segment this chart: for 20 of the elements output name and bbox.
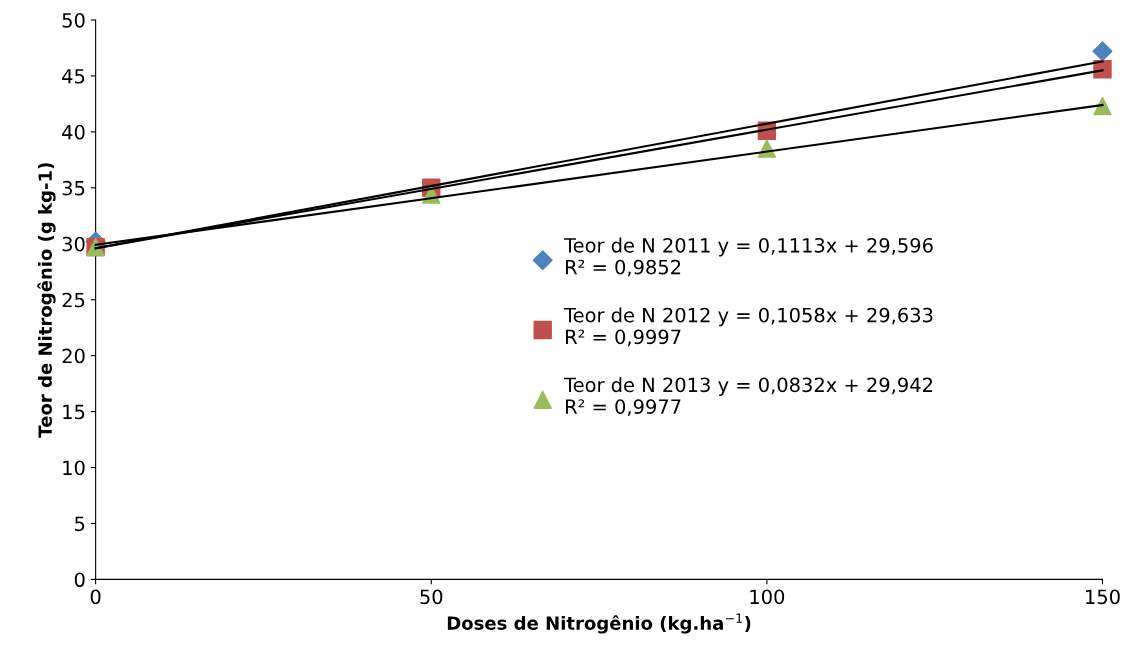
y-tick-label: 5 (75, 516, 85, 532)
y-tick-label: 10 (63, 460, 85, 476)
y-tick-label: 40 (62, 124, 85, 140)
y-tick-label: 20 (62, 348, 85, 364)
x-tick-label: 100 (750, 589, 785, 605)
x-axis-title: Doses de Nitrogênio (kg.ha$^{−1}$) (447, 613, 751, 634)
y-tick-label: 50 (62, 12, 85, 28)
legend-label: Teor de N 2013 y = 0,0832x + 29,942 R² = 0,9977 (564, 377, 933, 416)
legend-label: Teor de N 2012 y = 0,1058x + 29,633 R² = 0,9997 (564, 307, 933, 347)
legend-label: Teor de N 2011 y = 0,1113x + 29,596 R² = 0,9852 (564, 237, 933, 277)
y-tick-label: 30 (62, 236, 85, 252)
x-tick-label: 50 (420, 589, 443, 605)
y-axis-title: Teor de Nitrogênio (g kg-1) (37, 163, 56, 438)
y-tick-label: 15 (63, 404, 85, 420)
y-tick-label: 25 (62, 292, 85, 308)
x-tick-label: 150 (1086, 589, 1120, 605)
y-tick-label: 45 (62, 69, 85, 84)
y-tick-label: 35 (62, 180, 85, 196)
y-tick-label: 0 (74, 572, 85, 588)
x-tick-label: 0 (90, 589, 101, 605)
